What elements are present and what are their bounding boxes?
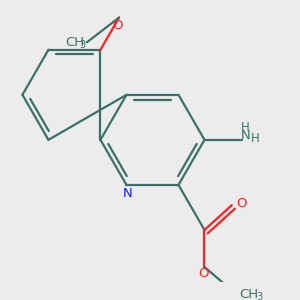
Text: 3: 3 [80,40,85,50]
Text: 3: 3 [256,292,263,300]
Text: CH: CH [239,288,258,300]
Text: N: N [241,129,250,142]
Text: H: H [241,121,250,134]
Text: H: H [251,132,260,145]
Text: N: N [123,188,133,200]
Text: O: O [112,19,123,32]
Text: O: O [237,197,247,210]
Text: O: O [198,267,208,280]
Text: CH: CH [65,36,84,49]
